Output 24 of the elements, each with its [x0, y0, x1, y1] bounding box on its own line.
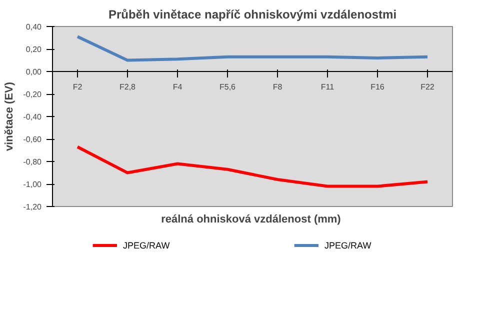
x-tick-label: F11	[320, 82, 335, 92]
x-tick-label: F4	[172, 82, 183, 92]
line-series	[76, 35, 429, 62]
y-tick-label: 0,20	[26, 45, 42, 54]
line-series	[76, 145, 429, 188]
x-tick-label: F2	[72, 82, 83, 92]
chart-title: Průběh vinětace napříč ohniskovými vzdálenostmi	[108, 8, 397, 22]
legend-label: JPEG/RAW	[324, 240, 372, 250]
y-tick-label: -0,60	[23, 135, 42, 144]
x-tick-label: F16	[370, 82, 385, 92]
y-tick-label: -0,40	[23, 112, 42, 122]
y-axis-title: vinětace (EV)	[3, 82, 16, 152]
x-tick-label: F8	[272, 82, 283, 92]
y-tick-label: -0,80	[23, 158, 42, 166]
y-tick-label: 0,40	[26, 22, 42, 32]
y-tick-label: -0,20	[23, 90, 42, 99]
legend-label: JPEG/RAW	[123, 240, 170, 250]
x-tick-label: F2,8	[119, 82, 136, 92]
x-tick-label: F22	[420, 82, 435, 92]
y-tick-label: 0,00	[26, 68, 42, 76]
y-tick-label: -1,00	[23, 180, 42, 189]
y-tick-label: -1,20	[23, 202, 42, 212]
x-tick-label: F5,6	[219, 82, 236, 92]
x-axis-title: reálná ohnisková vzdálenost (mm)	[161, 214, 342, 226]
